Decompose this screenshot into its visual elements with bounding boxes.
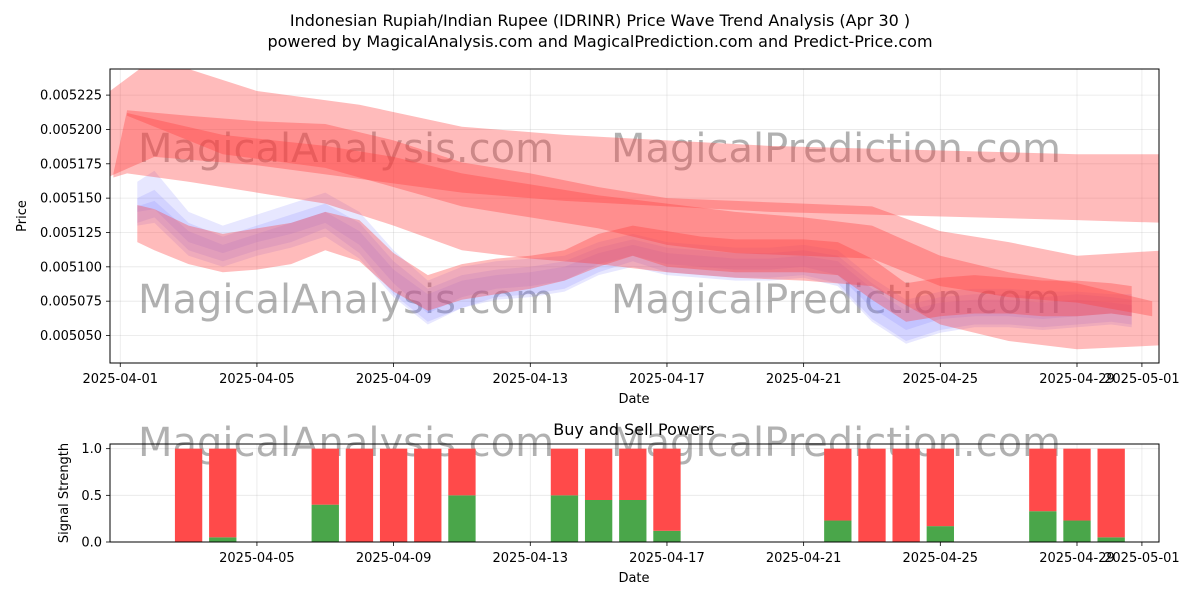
buy-bar [1097,537,1125,542]
sell-bar [379,448,408,542]
sell-bar [345,448,374,542]
buy-sell-x-axis: 2025-04-05 2025-04-09 2025-04-13 2025-04-17… [219,542,1180,566]
price-y-tick-label: 0.005175 [40,157,102,172]
sell-bar [174,448,203,542]
chart-title-line-2: powered by MagicalAnalysis.com and Magic… [267,32,932,51]
buy-bar [311,504,339,542]
price-y-tick-label: 0.005225 [40,89,102,104]
buy-sell-x-axis-label: Date [618,571,649,586]
price-chart-grid [110,69,1159,363]
sell-bar [858,448,886,542]
buy-sell-y-axis: 0.0 0.5 1.0 [81,442,110,551]
price-y-axis: 0.005050 0.005075 0.005100 0.005125 0.005150… [40,89,110,344]
sell-bar [448,448,476,496]
sell-bar [1063,448,1091,521]
price-x-axis: 2025-04-01 2025-04-05 2025-04-09 2025-04-13… [82,363,1180,387]
price-x-tick-label: 2025-04-13 [493,372,569,387]
buy-bar [926,526,954,542]
price-y-tick-label: 0.005200 [40,123,102,138]
sell-bar [209,448,237,538]
price-y-axis-label: Price [15,200,30,232]
blue-wave-band [137,200,1132,344]
buy-sell-x-tick-label: 2025-05-01 [1104,551,1180,566]
price-chart-frame [109,68,1160,364]
blue-wave-band [137,189,1132,330]
price-y-tick-label: 0.005150 [40,192,102,207]
buy-sell-x-tick-label: 2025-04-29 [1039,551,1115,566]
buy-bar [584,500,613,542]
blue-wave-band [137,170,1132,341]
price-y-tick-label: 0.005050 [40,329,102,344]
price-x-tick-label: 2025-04-29 [1039,372,1115,387]
price-x-tick-label: 2025-04-25 [903,372,979,387]
buy-sell-y-tick-label: 0.0 [81,536,102,551]
sell-bar [550,448,579,496]
buy-sell-title: Buy and Sell Powers [553,420,715,439]
buy-sell-watermarks: MagicalAnalysis.com MagicalPrediction.co… [138,420,1061,466]
watermark-magicalanalysis: MagicalAnalysis.com [138,126,554,172]
sell-bar [619,448,647,500]
sell-bar [584,448,613,500]
buy-sell-panel: Buy and Sell Powers MagicalAnalysis.com … [57,420,1180,586]
sell-bar [824,448,852,521]
red-wave-band [127,113,1153,317]
sell-bar [653,448,681,531]
sell-bar [1029,448,1057,512]
buy-bar [1029,511,1057,542]
buy-sell-y-tick-label: 0.5 [81,489,102,504]
watermark-magicalanalysis: MagicalAnalysis.com [138,277,554,323]
price-x-tick-label: 2025-04-17 [629,372,705,387]
buy-bar [824,520,852,542]
price-y-tick-label: 0.005075 [40,295,102,310]
price-y-tick-label: 0.005125 [40,226,102,241]
price-x-axis-label: Date [618,392,649,407]
buy-sell-x-tick-label: 2025-04-21 [766,551,842,566]
buy-bar [448,495,476,542]
watermark-magicalprediction: MagicalPrediction.com [611,277,1061,323]
buy-bar [209,537,237,542]
price-x-tick-label: 2025-04-21 [766,372,842,387]
buy-sell-bars [174,448,1125,542]
price-y-tick-label: 0.005100 [40,260,102,275]
price-chart-panel: MagicalAnalysis.com MagicalPrediction.co… [15,68,1180,407]
price-x-tick-label: 2025-04-05 [219,372,295,387]
buy-bar [550,495,579,542]
buy-bar [653,530,681,542]
price-x-tick-label: 2025-04-09 [356,372,432,387]
buy-sell-x-tick-label: 2025-04-17 [629,551,705,566]
sell-bar [414,448,442,542]
buy-sell-x-tick-label: 2025-04-13 [493,551,569,566]
price-chart-watermarks: MagicalAnalysis.com MagicalPrediction.co… [138,126,1061,323]
chart-title-line-1: Indonesian Rupiah/Indian Rupee (IDRINR) … [290,11,910,30]
price-x-tick-label: 2025-04-01 [82,372,158,387]
buy-sell-x-tick-label: 2025-04-05 [219,551,295,566]
buy-bar [619,500,647,542]
sell-bar [892,448,920,542]
price-bands [110,69,1159,350]
buy-sell-x-tick-label: 2025-04-09 [356,551,432,566]
buy-sell-y-tick-label: 1.0 [81,442,102,457]
buy-bar [1063,520,1091,542]
buy-sell-frame [109,443,1160,543]
red-wave-band [110,69,1159,223]
buy-sell-x-tick-label: 2025-04-25 [903,551,979,566]
sell-bar [926,448,954,527]
watermark-magicalprediction: MagicalPrediction.com [611,126,1061,172]
red-wave-band [113,110,1159,350]
sell-bar [311,448,339,505]
sell-bar [1097,448,1125,538]
price-x-tick-label: 2025-05-01 [1104,372,1180,387]
red-wave-band [137,205,1132,322]
buy-sell-y-axis-label: Signal Strength [57,443,72,543]
